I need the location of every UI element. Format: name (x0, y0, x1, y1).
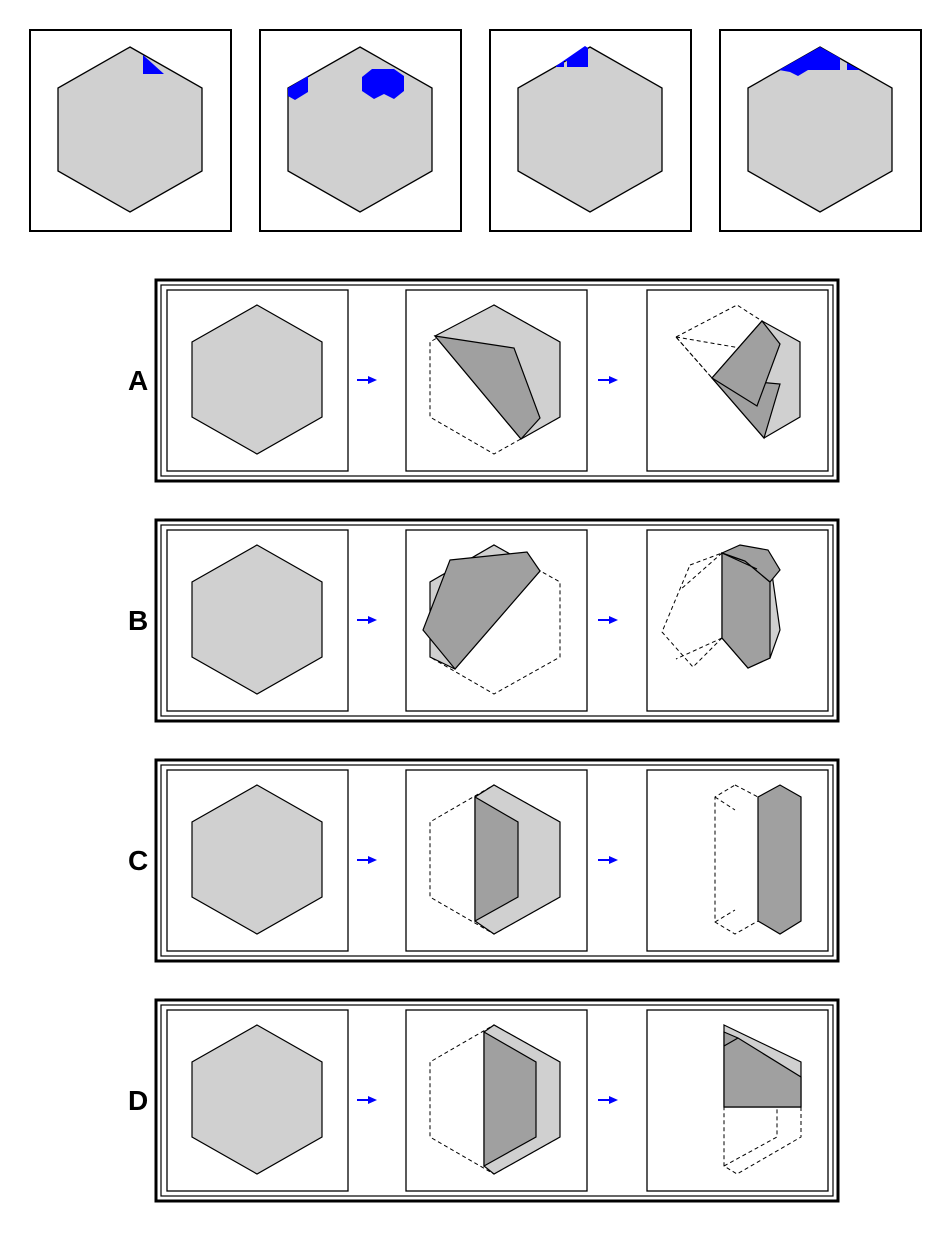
cut-hole (556, 46, 588, 67)
cut-hole (288, 76, 308, 100)
option-letter: A (128, 365, 148, 396)
unfolded-hexagon (747, 46, 893, 213)
step-panel-fold-2 (646, 1009, 829, 1192)
unfolded-hexagon (517, 46, 663, 213)
paper-hexagon (191, 784, 323, 935)
result-panel-2[interactable] (259, 29, 462, 232)
step-panel-original (166, 289, 349, 472)
step-panel-fold-1 (405, 769, 588, 952)
unfolded-hexagon (57, 46, 203, 213)
cut-hole (779, 47, 840, 76)
step-panel-original (166, 769, 349, 952)
step-panel-fold-2 (646, 289, 829, 472)
step-panel-fold-1 (405, 289, 588, 472)
step-panel-fold-2 (646, 769, 829, 952)
paper-hexagon (191, 304, 323, 455)
step-panel-fold-1 (405, 529, 588, 712)
option-c[interactable]: C (128, 758, 840, 963)
option-letter: D (128, 1085, 148, 1116)
option-d[interactable]: D (128, 998, 840, 1203)
step-panel-original (166, 529, 349, 712)
option-letter: B (128, 605, 148, 636)
step-panel-fold-2 (646, 529, 829, 712)
cut-hole (362, 69, 404, 99)
result-panel-1[interactable] (29, 29, 232, 232)
option-letter: C (128, 845, 148, 876)
option-a[interactable]: A (128, 278, 840, 483)
option-b[interactable]: B (128, 518, 840, 723)
step-panel-fold-1 (405, 1009, 588, 1192)
result-panel-3[interactable] (489, 29, 692, 232)
step-panel-original (166, 1009, 349, 1192)
paper-hexagon (191, 544, 323, 695)
cut-hole (143, 55, 164, 74)
cut-hole (847, 63, 860, 70)
paper-hexagon (191, 1024, 323, 1175)
result-panel-4[interactable] (719, 29, 922, 232)
